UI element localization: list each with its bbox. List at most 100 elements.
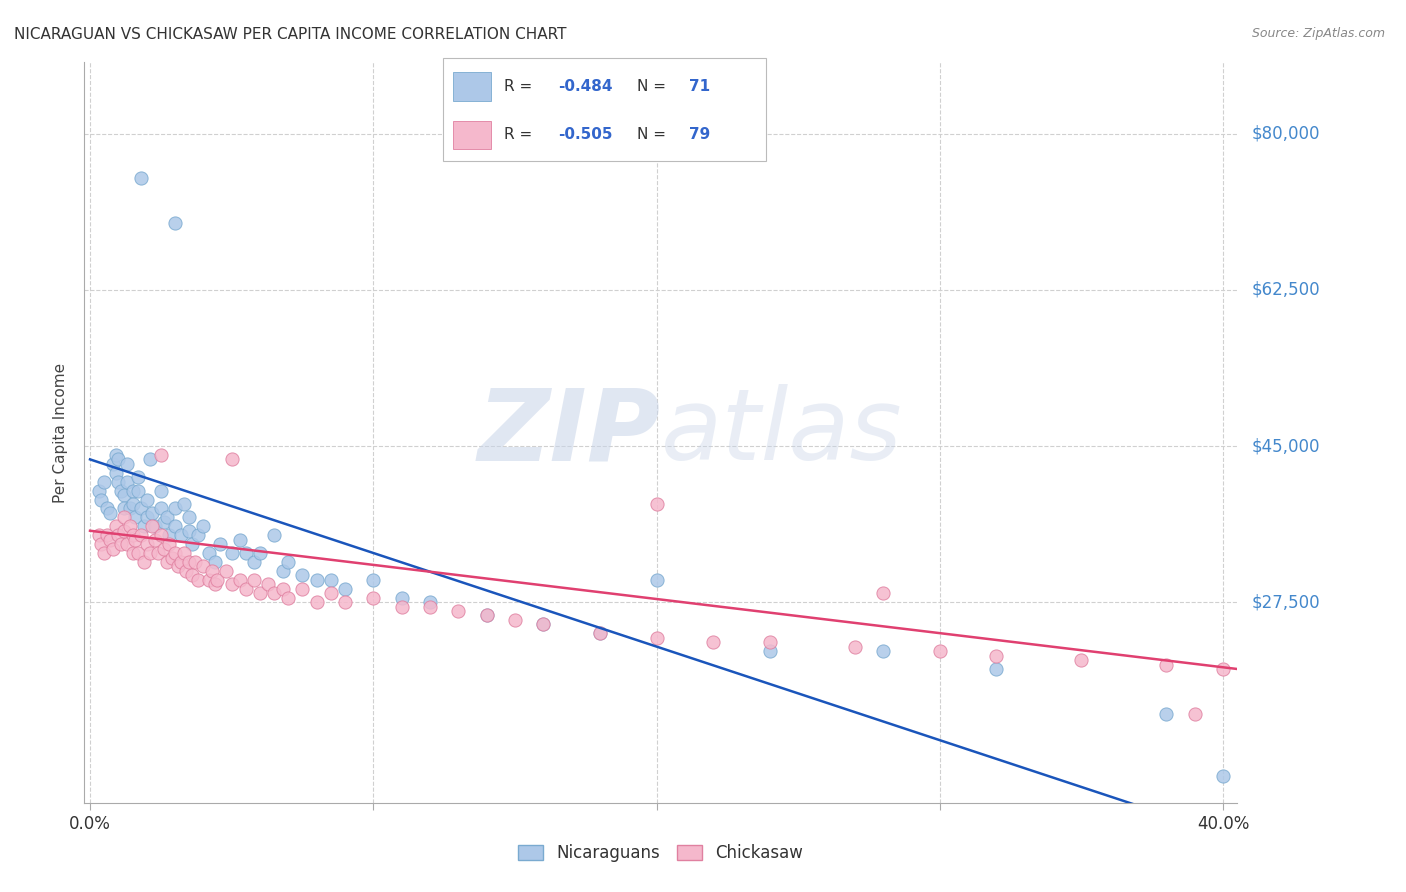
Point — [531, 617, 554, 632]
Point — [221, 577, 243, 591]
Point — [127, 483, 149, 498]
Point — [1156, 657, 1178, 672]
Point — [90, 492, 112, 507]
Point — [204, 555, 226, 569]
Point — [759, 635, 782, 649]
FancyBboxPatch shape — [453, 120, 492, 149]
Point — [221, 546, 243, 560]
Point — [104, 448, 127, 462]
Point — [121, 497, 143, 511]
Point — [173, 546, 195, 560]
Point — [187, 528, 209, 542]
Point — [759, 644, 782, 658]
Point — [198, 546, 221, 560]
Text: R =: R = — [505, 128, 537, 143]
Point — [291, 582, 314, 596]
Point — [1156, 706, 1178, 721]
Point — [121, 546, 143, 560]
Point — [229, 573, 252, 587]
Point — [118, 501, 141, 516]
Point — [221, 452, 243, 467]
Point — [1212, 769, 1234, 783]
Point — [475, 608, 498, 623]
Y-axis label: Per Capita Income: Per Capita Income — [53, 362, 69, 503]
Point — [155, 510, 177, 524]
Point — [419, 599, 441, 614]
Point — [110, 483, 132, 498]
Point — [138, 452, 160, 467]
Point — [645, 631, 668, 645]
Point — [531, 617, 554, 632]
Point — [107, 475, 129, 489]
Point — [163, 519, 186, 533]
Point — [201, 564, 224, 578]
Text: ZIP: ZIP — [478, 384, 661, 481]
Point — [127, 546, 149, 560]
Point — [333, 595, 356, 609]
Point — [93, 546, 115, 560]
Point — [170, 528, 193, 542]
Point — [115, 537, 138, 551]
Point — [157, 528, 180, 542]
Point — [319, 573, 342, 587]
Point — [132, 555, 155, 569]
Point — [193, 519, 215, 533]
Text: $27,500: $27,500 — [1251, 593, 1320, 611]
Point — [277, 591, 299, 605]
Point — [419, 595, 441, 609]
Point — [104, 519, 127, 533]
Point — [589, 626, 612, 640]
Point — [98, 506, 121, 520]
Point — [96, 528, 118, 542]
Text: $80,000: $80,000 — [1251, 125, 1320, 143]
Point — [112, 488, 135, 502]
Point — [143, 519, 166, 533]
Point — [235, 546, 257, 560]
Point — [333, 582, 356, 596]
Point — [204, 577, 226, 591]
Text: N =: N = — [637, 128, 671, 143]
Point — [110, 537, 132, 551]
Point — [319, 586, 342, 600]
Point — [872, 586, 894, 600]
Point — [1212, 662, 1234, 676]
Point — [173, 497, 195, 511]
Point — [129, 171, 152, 186]
Point — [118, 519, 141, 533]
Point — [121, 483, 143, 498]
FancyBboxPatch shape — [443, 58, 766, 161]
Point — [249, 586, 271, 600]
Point — [107, 528, 129, 542]
Point — [135, 510, 157, 524]
Point — [447, 604, 470, 618]
Point — [146, 546, 169, 560]
Point — [215, 564, 238, 578]
Point — [149, 501, 172, 516]
Point — [112, 501, 135, 516]
Point — [87, 528, 110, 542]
Point — [141, 506, 163, 520]
Point — [305, 573, 328, 587]
Point — [129, 501, 152, 516]
Point — [243, 573, 266, 587]
Point — [589, 626, 612, 640]
Point — [844, 640, 866, 654]
Text: -0.484: -0.484 — [558, 79, 612, 95]
Point — [135, 492, 157, 507]
Point — [176, 564, 198, 578]
Point — [391, 591, 413, 605]
Point — [181, 568, 204, 582]
Point — [184, 555, 207, 569]
Point — [152, 541, 174, 556]
Point — [152, 515, 174, 529]
Point — [209, 537, 232, 551]
Point — [124, 510, 146, 524]
Point — [104, 466, 127, 480]
Text: $62,500: $62,500 — [1251, 281, 1320, 299]
Point — [96, 501, 118, 516]
Text: 71: 71 — [689, 79, 710, 95]
Point — [207, 573, 229, 587]
Point — [143, 533, 166, 547]
Point — [149, 448, 172, 462]
Text: 79: 79 — [689, 128, 710, 143]
